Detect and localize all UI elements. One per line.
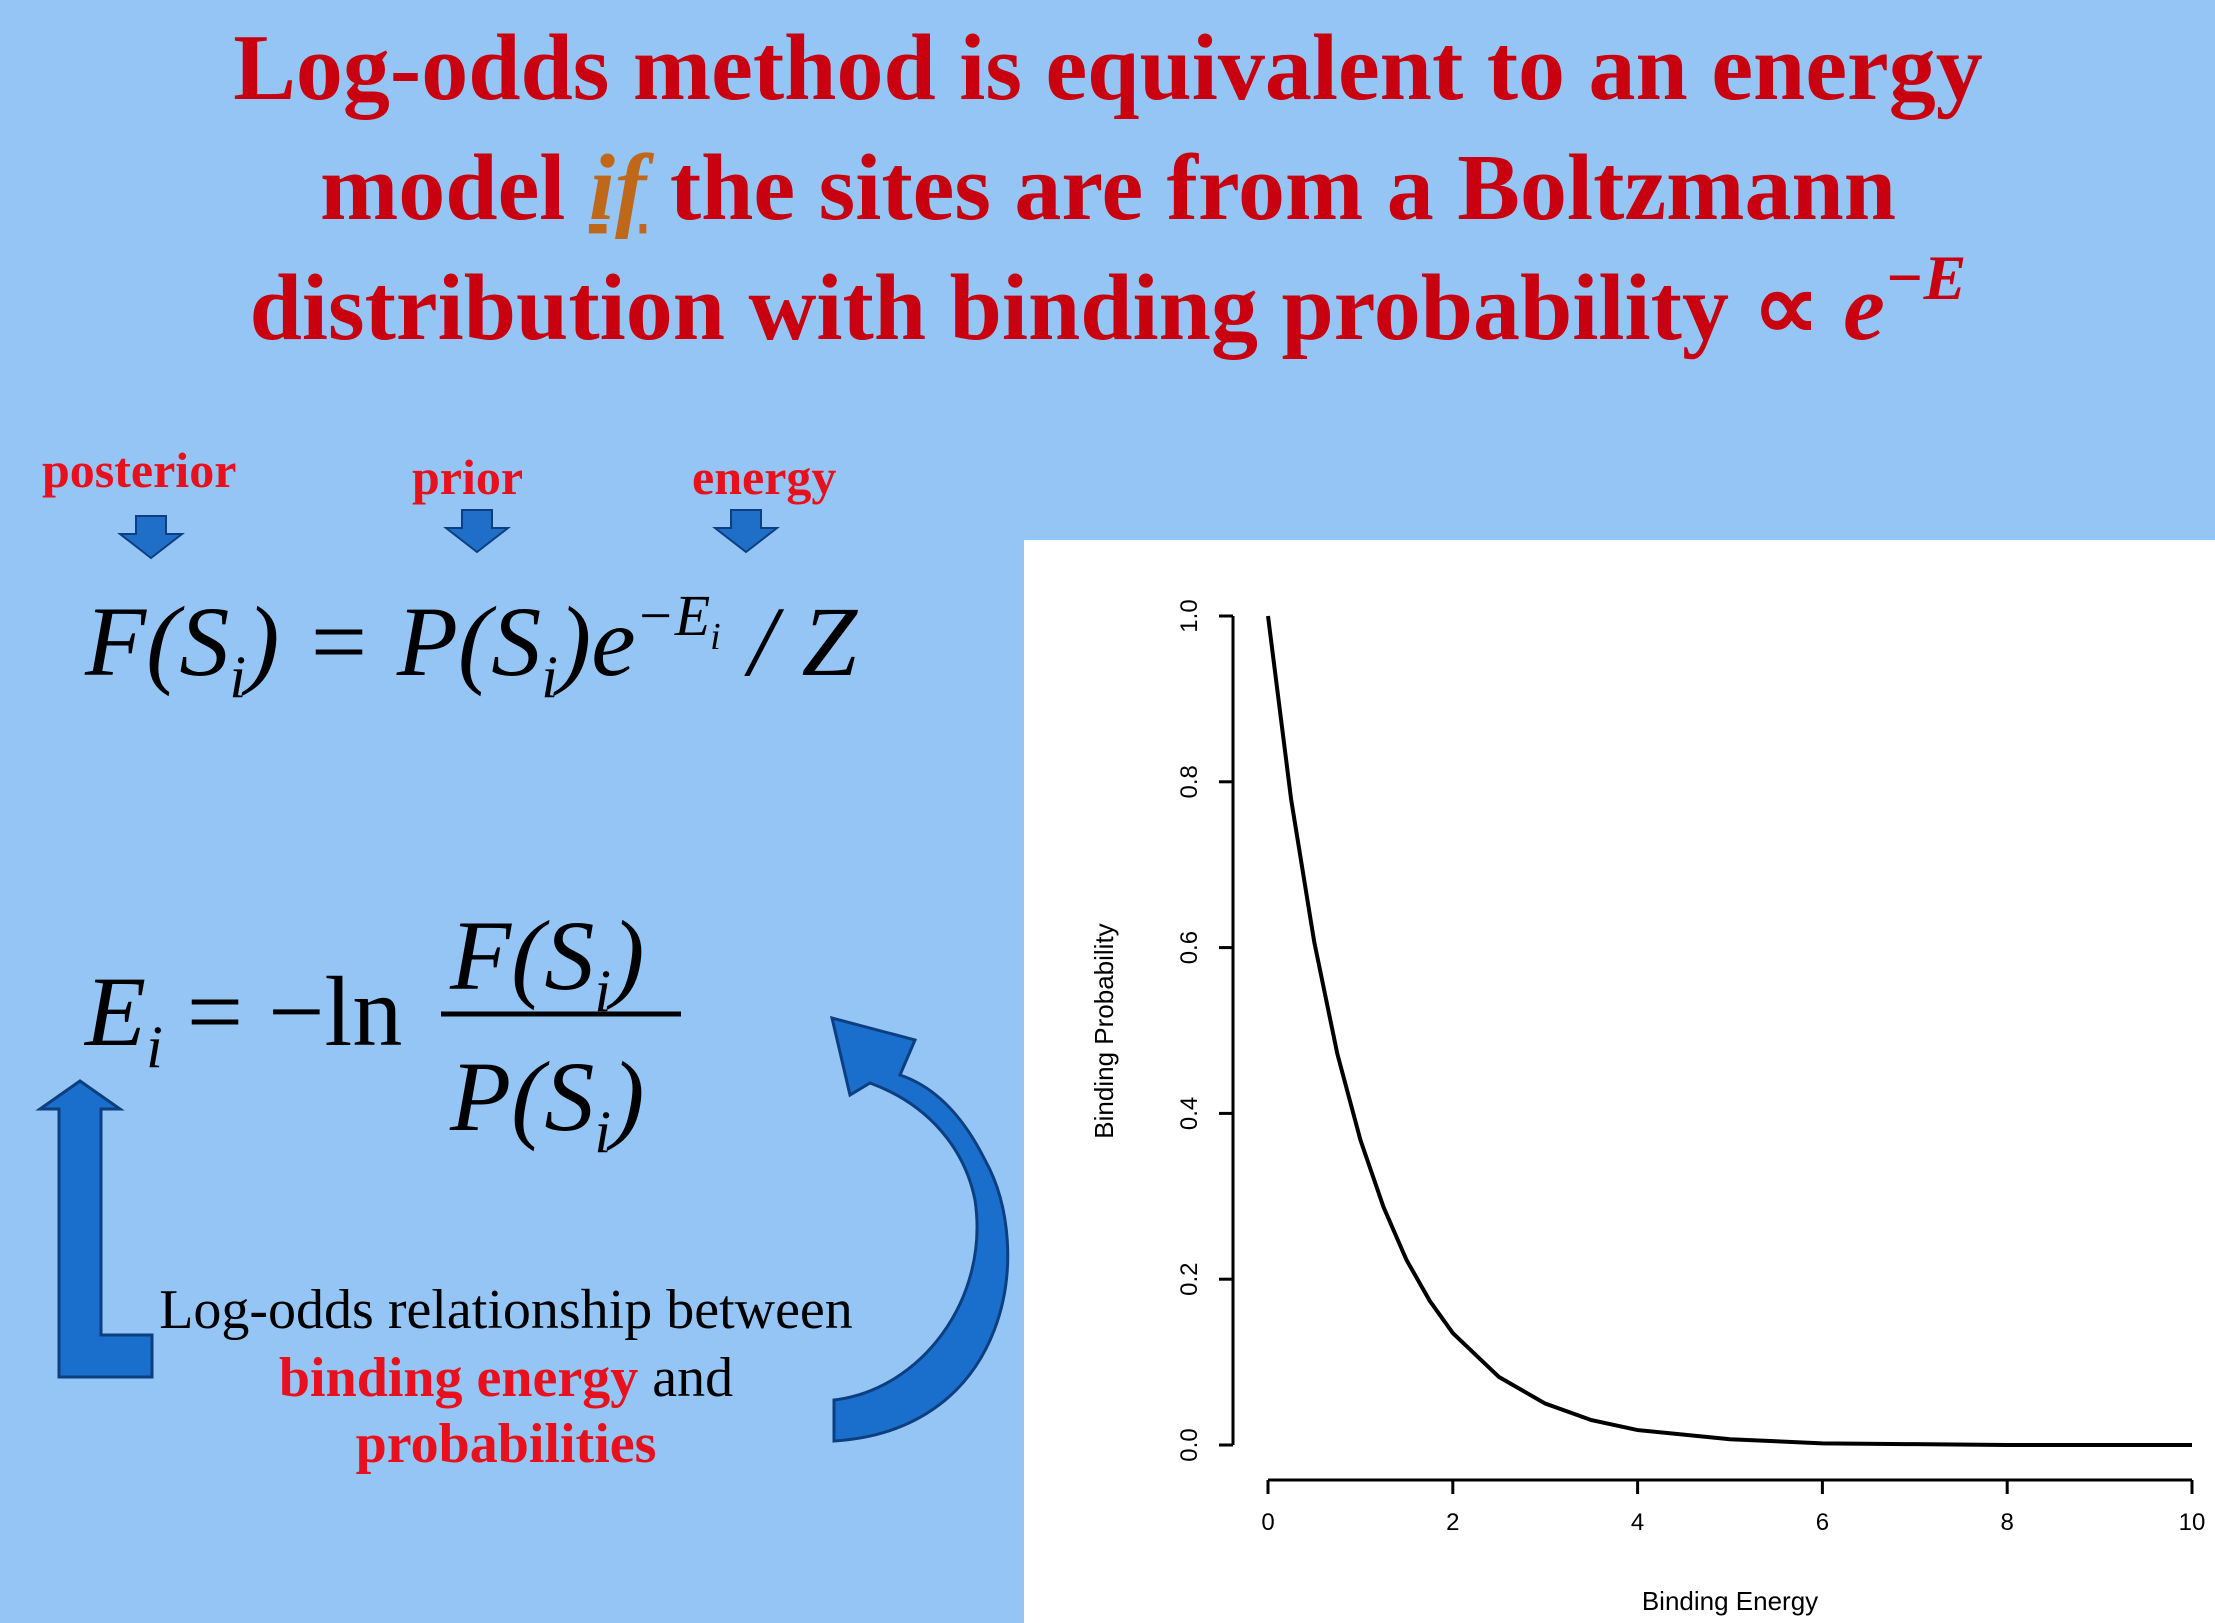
title-sup: −E	[1885, 242, 1966, 313]
curve	[1266, 615, 2192, 1447]
title-line: model if the sites are from a Boltzmann	[320, 136, 1896, 240]
caption-part: and	[652, 1347, 733, 1409]
y-tick-label: 0.2	[1176, 1263, 1203, 1296]
y-tick-label: 0.4	[1176, 1097, 1203, 1130]
eq-part: / Z	[744, 586, 859, 697]
eq-part: )	[606, 900, 644, 1011]
title-part: the sites are from a Boltzmann	[670, 136, 1896, 240]
x-tick-label: 4	[1631, 1509, 1644, 1536]
eq-part: = −ln	[187, 956, 403, 1067]
y-tick-label: 0.0	[1176, 1428, 1203, 1461]
x-axis-title: Binding Energy	[1642, 1586, 1818, 1616]
eq-sub: i	[594, 1099, 611, 1165]
y-tick-label: 0.8	[1176, 765, 1203, 798]
eq-part: )e	[553, 586, 636, 697]
title-part: distribution with binding probability ∝	[250, 256, 1820, 360]
title-if: if	[589, 136, 655, 240]
eq-sup: −E	[636, 583, 711, 648]
eq-sub: i	[594, 958, 611, 1024]
label: energy	[692, 449, 836, 505]
title-part: model	[320, 136, 565, 240]
eq-part: )	[606, 1041, 644, 1152]
eq-sub: i	[541, 644, 558, 710]
plot: 0 2 4 6 8 10 0.0 0.2 0.4 0.6 0.8 1.0 Binding Energy B…	[1024, 540, 2215, 1623]
caption-red: probabilities	[356, 1413, 657, 1475]
y-tick-label: 0.6	[1176, 931, 1203, 964]
eq-part: P(S	[449, 1041, 594, 1152]
eq-part: F(S	[84, 586, 229, 697]
l-arrow	[35, 1079, 154, 1379]
title-math: e	[1843, 256, 1885, 360]
plot-panel	[1024, 540, 2215, 1623]
x-tick-label: 8	[2001, 1509, 2014, 1536]
y-axis-title: Binding Probability	[1089, 923, 1119, 1138]
title-line: distribution with binding probability ∝ …	[250, 242, 1967, 360]
x-tick-label: 6	[1816, 1509, 1829, 1536]
eq-sub: i	[229, 644, 246, 710]
caption-red: binding energy	[279, 1347, 638, 1409]
label: prior	[412, 449, 523, 505]
down-arrows	[117, 509, 780, 560]
eq-sub: i	[710, 616, 721, 658]
curved-arrow	[829, 1015, 1010, 1443]
caption: Log-odds relationship between	[159, 1279, 853, 1341]
eq-part: E	[83, 956, 146, 1067]
eq-sub: i	[146, 1014, 163, 1080]
equation: Ei = −ln	[83, 956, 402, 1080]
x-tick-label: 2	[1446, 1509, 1459, 1536]
equation: F(Si)	[449, 900, 644, 1024]
x-tick-label: 10	[2179, 1509, 2206, 1536]
y-tick-label: 1.0	[1176, 599, 1203, 632]
label: posterior	[42, 442, 236, 498]
title-line: Log-odds method is equivalent to an ener…	[233, 16, 1983, 120]
equation: F(Si) = P(Si)e−Ei / Z	[84, 583, 859, 710]
eq-part: F(S	[449, 900, 594, 1011]
caption: binding energy and	[279, 1347, 733, 1409]
equation: P(Si)	[449, 1041, 644, 1165]
eq-part: ) = P(S	[241, 586, 541, 697]
x-tick-label: 0	[1261, 1509, 1274, 1536]
